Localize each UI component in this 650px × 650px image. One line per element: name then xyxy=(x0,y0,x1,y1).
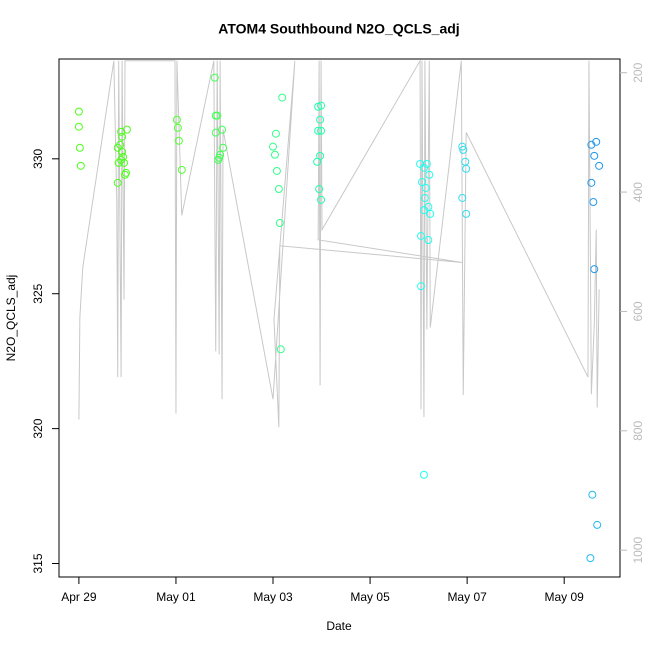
data-point xyxy=(417,231,426,240)
y2-tick-label: 200 xyxy=(631,62,645,82)
data-point xyxy=(269,142,278,151)
data-point xyxy=(122,125,131,134)
x-tick-label: May 03 xyxy=(253,590,293,604)
data-point xyxy=(274,185,283,194)
y-tick-label: 325 xyxy=(31,283,45,303)
data-point xyxy=(272,166,281,175)
data-point xyxy=(218,125,227,134)
data-point xyxy=(116,140,125,149)
data-point xyxy=(592,137,601,146)
data-point xyxy=(419,470,428,479)
data-point xyxy=(595,161,604,170)
data-point xyxy=(117,127,126,136)
data-point xyxy=(120,158,129,167)
data-point xyxy=(458,142,467,151)
data-point xyxy=(459,145,468,154)
data-point xyxy=(211,128,220,137)
data-point xyxy=(462,209,471,218)
data-point xyxy=(316,151,325,160)
data-point xyxy=(316,115,325,124)
data-point xyxy=(118,132,127,141)
data-point xyxy=(275,219,284,228)
chart-title: ATOM4 Southbound N2O_QCLS_adj xyxy=(218,21,459,37)
y2-tick-label: 800 xyxy=(631,420,645,440)
data-point xyxy=(317,195,326,204)
data-point xyxy=(422,159,431,168)
data-point xyxy=(121,168,130,177)
data-point xyxy=(74,122,83,131)
data-point xyxy=(119,152,128,161)
data-point xyxy=(421,183,430,192)
data-point xyxy=(593,520,602,529)
data-point xyxy=(426,209,435,218)
x-tick-label: May 01 xyxy=(156,590,196,604)
data-point xyxy=(173,123,182,132)
y2-tick-label: 600 xyxy=(631,301,645,321)
data-point xyxy=(424,236,433,245)
data-point xyxy=(315,185,324,194)
data-point xyxy=(216,150,225,159)
data-point xyxy=(425,170,434,179)
x-tick-label: May 05 xyxy=(350,590,390,604)
x-tick-label: May 07 xyxy=(447,590,487,604)
data-point xyxy=(458,193,467,202)
data-point xyxy=(270,150,279,159)
data-point xyxy=(276,345,285,354)
y-tick-label: 315 xyxy=(31,553,45,573)
data-point xyxy=(587,178,596,187)
data-point xyxy=(219,143,228,152)
data-point xyxy=(417,282,426,291)
y-axis-label: N2O_QCLS_adj xyxy=(4,275,18,362)
data-point xyxy=(314,126,323,135)
data-point xyxy=(317,101,326,110)
data-point xyxy=(74,107,83,116)
data-point xyxy=(462,164,471,173)
data-point xyxy=(589,197,598,206)
data-point xyxy=(420,193,429,202)
data-point xyxy=(121,170,129,179)
y2-tick-label: 400 xyxy=(631,182,645,202)
data-point xyxy=(271,129,280,138)
data-point xyxy=(76,161,85,170)
data-point xyxy=(75,143,84,152)
data-point xyxy=(590,265,599,274)
data-point xyxy=(118,147,127,156)
data-point xyxy=(278,93,287,102)
x-tick-label: Apr 29 xyxy=(61,590,97,604)
data-point xyxy=(177,165,186,174)
x-axis-label: Date xyxy=(326,619,352,633)
data-point xyxy=(588,490,597,499)
data-point xyxy=(174,136,183,145)
data-point xyxy=(210,73,219,82)
data-point xyxy=(113,178,122,187)
data-point xyxy=(586,554,595,563)
y2-tick-label: 1000 xyxy=(631,536,645,563)
data-point xyxy=(317,126,326,135)
data-point xyxy=(213,111,222,120)
data-point xyxy=(590,151,599,160)
y-tick-label: 330 xyxy=(31,148,45,168)
x-tick-label: May 09 xyxy=(545,590,585,604)
data-point xyxy=(419,206,428,215)
data-point xyxy=(418,178,426,187)
y-tick-label: 320 xyxy=(31,418,45,438)
data-point xyxy=(172,115,181,124)
